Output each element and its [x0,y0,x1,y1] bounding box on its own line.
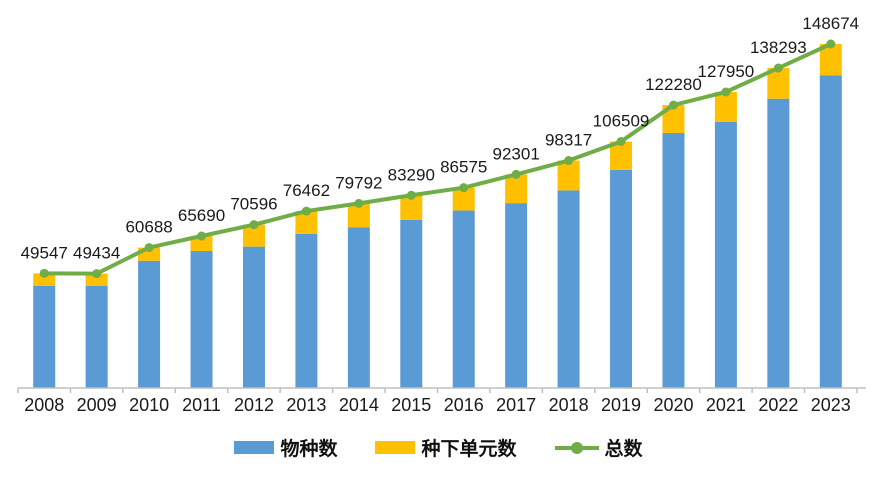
bar-species-2020 [662,132,685,388]
x-axis-label-2019: 2019 [601,395,641,415]
value-label-2013: 76462 [283,181,330,200]
bar-species-2022 [767,98,790,388]
infraspecific-swatch [375,441,416,454]
x-axis-label-2015: 2015 [391,395,431,415]
x-axis-label-2017: 2017 [496,395,536,415]
data-point-marker-2016 [459,183,469,193]
chart-legend: 物种数 种下单元数 总数 [0,434,877,461]
bar-species-2018 [557,190,580,388]
bar-infraspecific-2011 [190,236,213,252]
bar-species-2021 [714,121,737,388]
value-label-2021: 127950 [698,62,755,81]
bar-species-2023 [819,75,842,388]
bar-species-2013 [295,233,318,388]
data-point-marker-2012 [249,220,259,230]
bar-infraspecific-2012 [242,224,265,247]
data-point-marker-2017 [511,169,521,179]
data-point-marker-2010 [144,243,154,253]
bar-species-2010 [138,260,161,388]
bar-infraspecific-2023 [819,44,842,76]
bar-infraspecific-2021 [714,91,737,122]
data-point-marker-2009 [92,269,102,279]
data-point-marker-2013 [301,206,311,216]
data-point-marker-2018 [564,156,574,166]
x-axis-label-2012: 2012 [234,395,274,415]
data-point-marker-2015 [406,190,416,200]
value-label-2015: 83290 [388,165,435,184]
value-label-2020: 122280 [645,75,702,94]
bar-infraspecific-2014 [347,203,370,228]
value-label-2014: 79792 [335,173,382,192]
bar-species-2009 [85,285,108,388]
x-axis-label-2008: 2008 [24,395,64,415]
total-line-swatch [554,441,599,454]
value-label-2012: 70596 [230,195,277,214]
x-axis-label-2018: 2018 [549,395,589,415]
x-axis-label-2020: 2020 [653,395,693,415]
bar-infraspecific-2019 [610,141,633,170]
x-axis-label-2009: 2009 [77,395,117,415]
data-point-marker-2014 [354,198,364,208]
bar-infraspecific-2022 [767,68,790,99]
data-point-marker-2008 [39,268,49,278]
bar-infraspecific-2016 [452,187,475,211]
bar-infraspecific-2008 [33,273,56,286]
data-point-marker-2020 [668,100,678,110]
value-label-2023: 148674 [802,14,859,33]
total-line-swatch-dot [570,442,583,454]
data-point-marker-2011 [197,231,207,241]
legend-item-infraspecific: 种下单元数 [375,434,517,461]
bar-species-2008 [33,285,56,388]
species-swatch [234,441,275,454]
legend-item-total: 总数 [554,434,643,461]
bar-species-2016 [452,210,475,388]
x-axis-label-2021: 2021 [706,395,746,415]
bar-infraspecific-2018 [557,160,580,191]
bar-infraspecific-2013 [295,211,318,234]
x-axis-label-2023: 2023 [811,395,851,415]
data-point-marker-2021 [721,87,731,97]
value-label-2022: 138293 [750,38,807,57]
data-point-marker-2022 [773,63,783,73]
x-axis-label-2016: 2016 [444,395,484,415]
legend-label-infraspecific: 种下单元数 [421,439,517,460]
value-label-2010: 60688 [125,218,172,237]
value-label-2016: 86575 [440,158,487,177]
value-label-2019: 106509 [593,112,650,131]
x-axis-label-2022: 2022 [758,395,798,415]
chart-plot: 49547 49434 60688 65690 70596 76462 79792 83290… [17,14,866,415]
data-point-marker-2019 [616,137,626,147]
legend-label-total: 总数 [604,439,643,460]
x-axis-label-2011: 2011 [182,395,221,415]
value-label-2008: 49547 [21,243,68,262]
x-axis-label-2010: 2010 [129,395,169,415]
value-label-2017: 92301 [493,144,540,163]
legend-label-species: 物种数 [280,439,338,460]
bar-infraspecific-2009 [85,273,108,286]
bar-species-2014 [347,227,370,388]
data-point-marker-2023 [826,39,836,49]
value-label-2009: 49434 [73,244,120,263]
bar-species-2017 [505,203,528,388]
bar-infraspecific-2017 [505,174,528,204]
legend-item-species: 物种数 [234,434,337,461]
value-label-2018: 98317 [545,131,592,150]
bar-infraspecific-2015 [400,195,423,220]
bar-species-2019 [610,169,633,388]
bar-species-2015 [400,219,423,388]
bar-species-2011 [190,251,213,388]
value-label-2011: 65690 [178,206,225,225]
x-axis-label-2013: 2013 [286,395,326,415]
total-line [42,42,833,276]
bar-infraspecific-2020 [662,105,685,133]
bar-species-2012 [242,246,265,388]
x-axis-label-2014: 2014 [339,395,379,415]
